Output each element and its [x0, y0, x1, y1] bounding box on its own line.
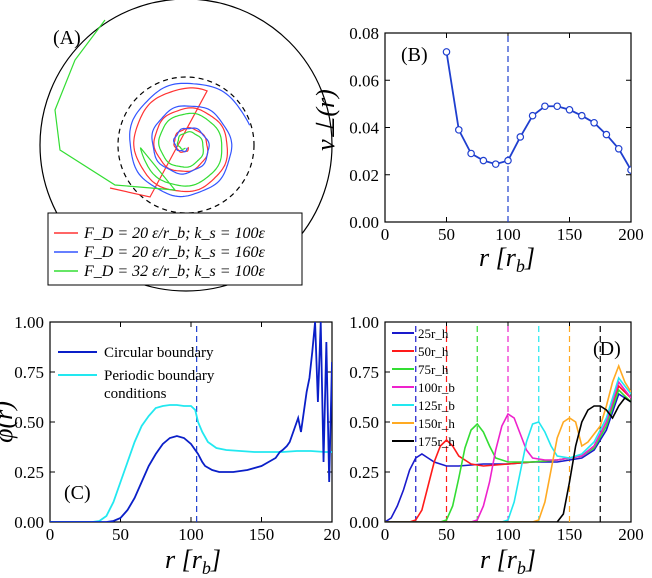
b-ytick-label: 0.00 — [349, 213, 379, 232]
d-ytick-label: 1.00 — [349, 313, 379, 332]
panel-c: 0 50 100 150 20 0.00 0.25 0.50 0.75 1.00 Circular… — [0, 313, 341, 578]
b-xtick-label: 50 — [438, 225, 455, 244]
legend-a-item-1: F_D = 20 ε/r_b; k_s = 100ε — [83, 225, 266, 242]
data-point-b — [602, 130, 611, 139]
d-ytick-label: 0.25 — [349, 463, 379, 482]
c-xtick-label: 150 — [249, 525, 275, 544]
dashed-inner-circle — [117, 76, 255, 214]
panel-label-a: (A) — [53, 27, 81, 49]
spiral-green — [54, 19, 223, 191]
legend-a-item-2: F_D = 20 ε/r_b; k_s = 160ε — [83, 244, 266, 261]
d-xtick-label: 50 — [438, 525, 455, 544]
b-xtick-label: 0 — [381, 225, 390, 244]
data-point-b — [541, 102, 549, 111]
legend-d-item: 25r_h — [418, 326, 449, 341]
b-xtick-label: 200 — [618, 225, 644, 244]
panel-label-c: (C) — [64, 482, 91, 504]
legend-d: 25r_h 50r_h 75r_h 100r_b 125r_b 150r_h 175r_h — [392, 326, 455, 449]
d-xtick-label: 0 — [381, 525, 390, 544]
d-xtick-label: 200 — [618, 525, 644, 544]
c-ytick-label: 0.50 — [14, 413, 44, 432]
series-line-d-4 — [385, 376, 631, 522]
data-point-b — [565, 105, 574, 114]
legend-a-item-3: F_D = 32 ε/r_b; k_s = 100ε — [83, 263, 266, 280]
legend-d-item: 50r_h — [418, 344, 449, 359]
c-xtick-label: 100 — [178, 525, 204, 544]
data-point-b — [590, 118, 598, 127]
c-xtick-label: 20 — [324, 525, 341, 544]
ylabel-b: v⊥(r) — [311, 89, 340, 151]
b-ytick-label: 0.08 — [349, 24, 379, 43]
c-ytick-label: 0.25 — [14, 463, 44, 482]
data-point-b — [516, 133, 525, 141]
panel-label-b: (B) — [401, 44, 428, 66]
series-line-b — [445, 51, 631, 171]
legend-d-item: 175r_h — [418, 434, 455, 449]
data-point-b — [553, 102, 562, 111]
data-point-b — [454, 126, 463, 134]
legend-d-item: 75r_h — [418, 362, 449, 377]
b-ytick-label: 0.02 — [349, 166, 379, 185]
series-line-d-0 — [385, 392, 631, 522]
d-ytick-label: 0.00 — [349, 513, 379, 532]
data-point-b — [614, 144, 623, 153]
b-ytick-label: 0.06 — [349, 71, 379, 90]
data-point-b — [479, 156, 488, 165]
b-ytick-label: 0.04 — [349, 119, 379, 138]
panel-a: (A) F_D = 20 ε/r_b; k_s = 100ε F_D = 20 … — [39, 0, 333, 292]
c-xtick-label: 0 — [46, 525, 55, 544]
xlabel-b: r [rb] — [479, 243, 535, 276]
ylabel-c: φ(r) — [0, 401, 18, 443]
data-point-b — [528, 111, 537, 120]
c-xtick-label: 50 — [112, 525, 129, 544]
d-xtick-label: 150 — [557, 525, 583, 544]
legend-c-item-1: Circular boundary — [104, 345, 214, 361]
spiral-red — [109, 87, 228, 198]
panel-b: 0 50 100 150 200 0.00 0.02 0.04 0.06 0.08 (B) v⊥(… — [311, 24, 644, 276]
data-point-b — [442, 48, 451, 56]
series-line-d-6 — [385, 396, 631, 522]
xlabel-c: r [rb] — [165, 545, 221, 578]
c-ytick-label: 1.00 — [14, 313, 44, 332]
d-ytick-label: 0.75 — [349, 363, 379, 382]
outer-boundary-circle — [39, 0, 333, 292]
panel-d: 0 50 100 150 200 0.00 0.25 0.50 0.75 1.00 25r_h 50… — [349, 313, 644, 578]
d-xtick-label: 100 — [495, 525, 521, 544]
xlabel-d: r [rb] — [480, 545, 536, 578]
series-line-c-0 — [50, 404, 332, 522]
data-point-b — [467, 149, 475, 158]
legend-d-item: 125r_b — [418, 398, 455, 413]
legend-c-item-2b: conditions — [104, 386, 167, 402]
c-ytick-label: 0.75 — [14, 363, 44, 382]
series-line-d-3 — [385, 380, 631, 522]
legend-d-item: 100r_b — [418, 380, 455, 395]
legend-a: F_D = 20 ε/r_b; k_s = 100ε F_D = 20 ε/r_… — [47, 212, 303, 286]
series-line-c-1 — [50, 322, 332, 522]
series-line-d-2 — [385, 388, 631, 522]
d-ytick-label: 0.50 — [349, 413, 379, 432]
spiral-blue — [129, 82, 251, 198]
data-point-b — [491, 160, 500, 168]
b-xtick-label: 150 — [557, 225, 583, 244]
data-point-b — [627, 166, 631, 174]
legend-c: Circular boundary Periodic boundary cond… — [58, 345, 215, 402]
data-point-b — [504, 156, 512, 165]
c-ytick-label: 0.00 — [14, 513, 44, 532]
panel-label-d: (D) — [593, 338, 621, 360]
data-point-b — [577, 111, 586, 120]
b-xtick-label: 100 — [495, 225, 521, 244]
legend-c-item-2: Periodic boundary — [104, 368, 215, 384]
legend-d-item: 150r_h — [418, 416, 455, 431]
